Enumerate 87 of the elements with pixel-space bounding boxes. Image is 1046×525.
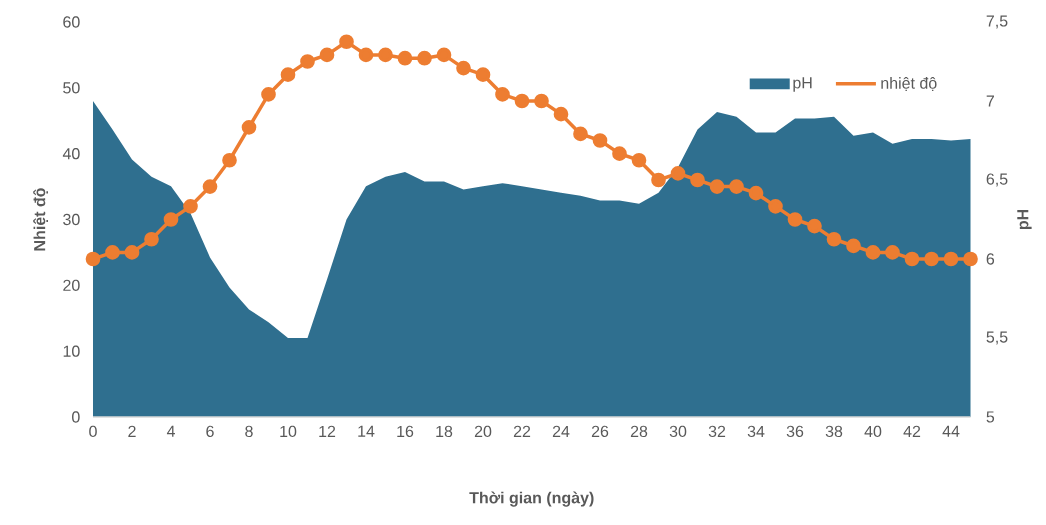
point bbox=[280, 67, 296, 83]
x-tick-label: 24 bbox=[552, 425, 570, 437]
point bbox=[553, 106, 569, 122]
x-tick-label: 2 bbox=[128, 425, 136, 437]
y2-tick-label: 6 bbox=[986, 253, 995, 265]
y-tick-label: 40 bbox=[62, 148, 80, 160]
y-tick-label: 60 bbox=[63, 16, 80, 28]
point bbox=[748, 185, 764, 201]
point bbox=[612, 146, 627, 162]
x-tick-label: 38 bbox=[825, 425, 843, 438]
point bbox=[144, 231, 159, 247]
x-tick-label: 26 bbox=[591, 425, 609, 438]
point bbox=[85, 251, 101, 267]
point bbox=[300, 54, 315, 69]
x-tick-label: 0 bbox=[89, 425, 97, 438]
point bbox=[105, 245, 120, 260]
y-axis-title: Nhiệt độ bbox=[33, 188, 49, 251]
x-tick-label: 16 bbox=[397, 425, 414, 438]
y-tick-label: 10 bbox=[63, 345, 80, 357]
x-tick-label: 10 bbox=[280, 425, 297, 438]
point bbox=[592, 133, 608, 148]
point bbox=[163, 212, 179, 227]
y2-tick-label: 5 bbox=[986, 411, 995, 423]
x-tick-label: 36 bbox=[786, 425, 804, 438]
point bbox=[124, 245, 140, 260]
x-tick-label: 8 bbox=[245, 425, 253, 438]
y-tick-label: 50 bbox=[63, 82, 80, 94]
legend-label: pH bbox=[793, 77, 812, 92]
x-tick-label: 12 bbox=[319, 425, 336, 437]
point bbox=[963, 251, 978, 267]
point bbox=[397, 50, 413, 66]
point bbox=[924, 251, 939, 267]
y2-axis-title: pH bbox=[1017, 209, 1032, 230]
point bbox=[729, 179, 744, 194]
point bbox=[378, 47, 393, 63]
x-tick-label: 32 bbox=[708, 425, 726, 438]
point bbox=[826, 231, 842, 247]
point bbox=[787, 212, 803, 227]
y-tick-label: 20 bbox=[63, 279, 80, 291]
point bbox=[631, 152, 647, 168]
point bbox=[885, 245, 900, 260]
point bbox=[183, 198, 198, 214]
y-tick-label: 0 bbox=[72, 411, 80, 423]
point bbox=[573, 126, 588, 142]
point bbox=[514, 93, 530, 109]
point bbox=[222, 152, 237, 168]
point bbox=[768, 198, 783, 214]
point bbox=[358, 47, 374, 63]
y2-tick-label: 5,5 bbox=[986, 331, 1008, 345]
x-tick-label: 4 bbox=[166, 425, 175, 437]
y2-tick-label: 6,5 bbox=[986, 173, 1008, 187]
point bbox=[943, 251, 959, 267]
point bbox=[475, 67, 491, 83]
x-tick-label: 42 bbox=[903, 425, 921, 437]
x-axis-title: Thời gian (ngày) bbox=[469, 491, 594, 507]
point bbox=[202, 179, 218, 194]
x-tick-label: 18 bbox=[436, 425, 453, 438]
point bbox=[865, 245, 881, 260]
point bbox=[436, 47, 452, 63]
x-tick-label: 40 bbox=[864, 425, 882, 438]
point bbox=[417, 50, 432, 66]
point bbox=[690, 172, 705, 188]
y2-tick-label: 7 bbox=[986, 95, 994, 107]
x-tick-label: 14 bbox=[358, 425, 375, 437]
point bbox=[904, 251, 920, 267]
y2-tick-label: 7,5 bbox=[986, 15, 1008, 29]
point bbox=[456, 60, 471, 76]
x-tick-label: 22 bbox=[513, 425, 531, 437]
point bbox=[709, 179, 725, 194]
point bbox=[241, 120, 257, 135]
x-tick-label: 44 bbox=[942, 425, 960, 437]
point bbox=[319, 47, 335, 63]
x-tick-label: 30 bbox=[669, 425, 687, 438]
point bbox=[261, 87, 276, 102]
x-tick-label: 6 bbox=[206, 425, 214, 438]
point bbox=[846, 238, 861, 254]
x-tick-label: 20 bbox=[474, 425, 492, 438]
point bbox=[651, 172, 666, 188]
y-tick-label: 30 bbox=[63, 213, 80, 226]
legend-label: nhiệt độ bbox=[881, 76, 937, 92]
x-tick-label: 28 bbox=[630, 425, 648, 438]
x-tick-label: 34 bbox=[747, 425, 765, 438]
point bbox=[534, 93, 549, 109]
point bbox=[495, 87, 510, 102]
point bbox=[670, 166, 686, 181]
point bbox=[807, 218, 822, 234]
point bbox=[339, 34, 354, 50]
